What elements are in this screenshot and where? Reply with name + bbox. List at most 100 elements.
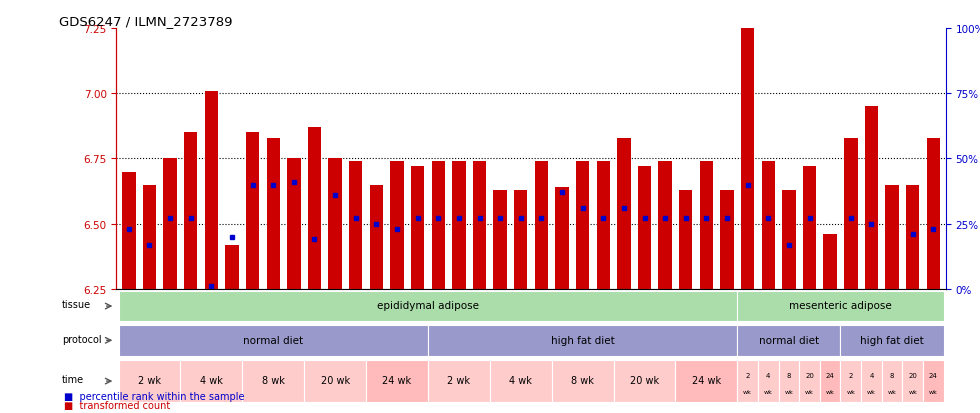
Text: 4: 4 [869,373,873,378]
Text: 24: 24 [826,373,835,378]
Bar [411,167,424,289]
Bar [841,325,944,356]
Text: time: time [62,374,84,384]
Bar [428,325,737,356]
Bar [923,360,944,402]
Bar [490,360,552,402]
Bar [927,138,940,289]
Bar [390,161,404,289]
Text: 4 wk: 4 wk [200,375,222,385]
Bar [452,161,466,289]
Bar [779,360,800,402]
Bar [903,360,923,402]
Text: 20: 20 [806,373,814,378]
Text: 4 wk: 4 wk [510,375,532,385]
Text: wk: wk [929,389,938,394]
Bar [758,360,779,402]
Bar [493,190,507,289]
Text: high fat diet: high fat diet [860,335,924,345]
Bar [741,26,755,289]
Bar [823,235,837,289]
Text: protocol: protocol [62,334,101,344]
Bar [841,360,861,402]
Text: 2: 2 [849,373,853,378]
Text: GDS6247 / ILMN_2723789: GDS6247 / ILMN_2723789 [59,15,232,28]
Text: ■  percentile rank within the sample: ■ percentile rank within the sample [64,391,244,401]
Bar [122,172,135,289]
Bar [164,159,176,289]
Text: normal diet: normal diet [759,335,819,345]
Bar [737,325,841,356]
Bar [225,245,239,289]
Bar [700,161,713,289]
Bar [180,360,242,402]
Bar [556,188,568,289]
Text: wk: wk [847,389,856,394]
Text: 2 wk: 2 wk [138,375,161,385]
Bar [535,161,548,289]
Bar [820,360,841,402]
Text: tissue: tissue [62,299,91,310]
Bar [882,360,903,402]
Text: mesenteric adipose: mesenteric adipose [789,301,892,311]
Bar [617,138,630,289]
Bar [428,360,490,402]
Bar [184,133,197,289]
Bar [472,161,486,289]
Text: 20 wk: 20 wk [320,375,350,385]
Bar [844,138,858,289]
Text: 2 wk: 2 wk [448,375,470,385]
Text: wk: wk [806,389,814,394]
Bar [782,190,796,289]
Text: wk: wk [763,389,773,394]
Bar [737,291,944,322]
Text: 8 wk: 8 wk [262,375,284,385]
Bar [304,360,367,402]
Text: wk: wk [867,389,876,394]
Bar [659,161,672,289]
Bar [119,291,737,322]
Text: wk: wk [826,389,835,394]
Bar [367,360,428,402]
Text: wk: wk [784,389,794,394]
Text: 20 wk: 20 wk [630,375,660,385]
Bar [720,190,734,289]
Text: 24 wk: 24 wk [382,375,412,385]
Bar [800,360,820,402]
Bar [143,185,156,289]
Bar [861,360,882,402]
Bar [576,161,589,289]
Text: 24: 24 [929,373,938,378]
Bar [906,185,919,289]
Text: 4: 4 [766,373,770,378]
Text: wk: wk [888,389,897,394]
Bar [308,128,321,289]
Text: 8: 8 [787,373,791,378]
Bar [737,360,758,402]
Bar [675,360,737,402]
Bar [349,161,363,289]
Text: 2: 2 [746,373,750,378]
Bar [597,161,610,289]
Bar [246,133,260,289]
Text: high fat diet: high fat diet [551,335,614,345]
Bar [885,185,899,289]
Text: ■  transformed count: ■ transformed count [64,400,170,410]
Bar [119,325,428,356]
Text: wk: wk [743,389,752,394]
Bar [679,190,693,289]
Text: 20: 20 [908,373,917,378]
Bar [761,161,775,289]
Bar [638,167,652,289]
Text: normal diet: normal diet [243,335,303,345]
Bar [328,159,342,289]
Bar [369,185,383,289]
Bar [613,360,675,402]
Bar [864,107,878,289]
Bar [431,161,445,289]
Bar [514,190,527,289]
Text: epididymal adipose: epididymal adipose [377,301,479,311]
Text: 24 wk: 24 wk [692,375,721,385]
Bar [803,167,816,289]
Text: 8 wk: 8 wk [571,375,594,385]
